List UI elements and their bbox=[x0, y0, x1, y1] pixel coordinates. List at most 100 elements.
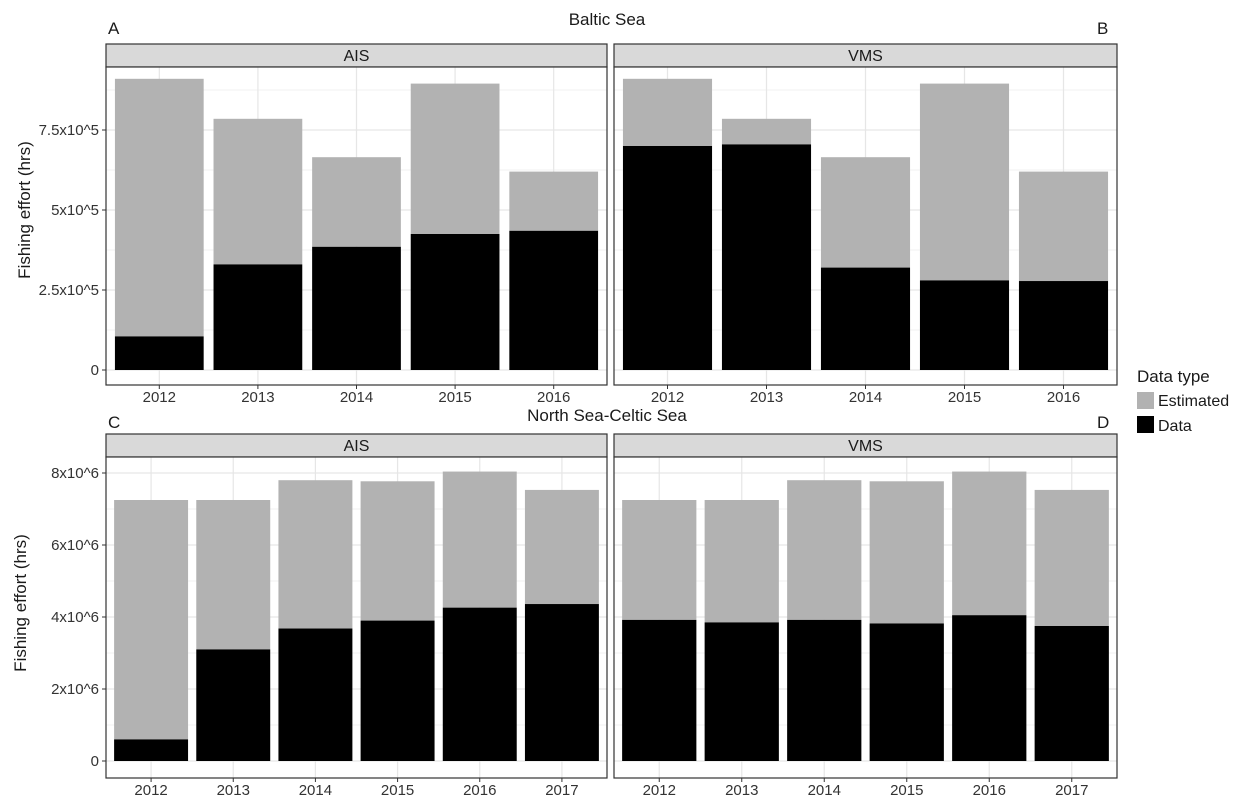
bar-data-2014 bbox=[820, 267, 911, 370]
x-tick-label-2016: 2016 bbox=[463, 782, 496, 799]
bar-estimated-2013 bbox=[721, 118, 812, 145]
bar-estimated-2016 bbox=[509, 171, 599, 231]
strip-label-ais-north-sea-celtic-sea: AIS bbox=[344, 438, 370, 455]
y-tick-label: 7.5x10^5 bbox=[39, 122, 99, 139]
bar-data-2013 bbox=[721, 144, 812, 370]
bar-estimated-2016 bbox=[442, 471, 517, 608]
x-tick-label-2017: 2017 bbox=[1055, 782, 1088, 799]
y-tick-label: 8x10^6 bbox=[51, 465, 99, 482]
baltic-sea-title: Baltic Sea bbox=[569, 10, 646, 29]
x-tick-label-2012: 2012 bbox=[651, 389, 684, 406]
panel-letter-b: B bbox=[1097, 19, 1108, 38]
bar-estimated-2012 bbox=[114, 78, 204, 337]
y-tick-label: 0 bbox=[91, 753, 99, 770]
x-tick-label-2014: 2014 bbox=[849, 389, 882, 406]
x-tick-label-2015: 2015 bbox=[381, 782, 414, 799]
x-tick-label-2015: 2015 bbox=[438, 389, 471, 406]
strip-label-ais-baltic-sea: AIS bbox=[344, 48, 370, 65]
bar-estimated-2012 bbox=[622, 500, 697, 620]
bar-estimated-2014 bbox=[278, 480, 353, 629]
bar-data-2012 bbox=[622, 146, 713, 370]
bar-estimated-2016 bbox=[1018, 171, 1109, 282]
bar-estimated-2014 bbox=[787, 480, 862, 620]
y-tick-label: 6x10^6 bbox=[51, 537, 99, 554]
bar-estimated-2012 bbox=[114, 500, 189, 740]
bar-data-2014 bbox=[312, 246, 401, 370]
x-tick-label-2013: 2013 bbox=[217, 782, 250, 799]
x-tick-label-2013: 2013 bbox=[241, 389, 274, 406]
legend: Data type Estimated Data bbox=[1137, 367, 1229, 435]
bar-data-2016 bbox=[952, 615, 1027, 761]
legend-label-estimated: Estimated bbox=[1158, 393, 1229, 410]
legend-label-data: Data bbox=[1158, 418, 1192, 435]
bar-data-2016 bbox=[509, 230, 599, 370]
bar-estimated-2014 bbox=[820, 157, 911, 268]
bar-estimated-2015 bbox=[410, 83, 500, 234]
legend-swatch-data bbox=[1137, 416, 1154, 433]
bar-estimated-2013 bbox=[213, 118, 303, 265]
panel-border-vms-north-sea-celtic-sea bbox=[613, 456, 1118, 779]
y-tick-label: 2.5x10^5 bbox=[39, 282, 99, 299]
bar-estimated-2014 bbox=[312, 157, 401, 247]
panel-d-northsea-vms: VMS 2012 2013 2014 2015 2016 2017 bbox=[613, 433, 1118, 799]
strip-label-vms-north-sea-celtic-sea: VMS bbox=[848, 438, 883, 455]
strip-label-vms-baltic-sea: VMS bbox=[848, 48, 883, 65]
legend-title: Data type bbox=[1137, 367, 1210, 386]
y-axis-title-top: Fishing effort (hrs) bbox=[15, 141, 34, 279]
x-tick-label-2012: 2012 bbox=[134, 782, 167, 799]
bar-data-2012 bbox=[114, 739, 189, 761]
bar-data-2015 bbox=[869, 623, 944, 761]
panel-border-ais-baltic-sea bbox=[105, 66, 608, 386]
bar-estimated-2016 bbox=[952, 471, 1027, 616]
bar-data-2014 bbox=[278, 628, 353, 761]
x-tick-label-2016: 2016 bbox=[973, 782, 1006, 799]
y-axis-title-bottom: Fishing effort (hrs) bbox=[11, 534, 30, 672]
bar-data-2013 bbox=[196, 649, 271, 761]
x-tick-label-2013: 2013 bbox=[750, 389, 783, 406]
bar-data-2012 bbox=[622, 619, 697, 761]
x-tick-label-2012: 2012 bbox=[643, 782, 676, 799]
bar-estimated-2012 bbox=[622, 78, 713, 146]
bar-data-2016 bbox=[442, 607, 517, 761]
north-sea-title: North Sea-Celtic Sea bbox=[527, 406, 687, 425]
x-tick-label-2013: 2013 bbox=[725, 782, 758, 799]
bar-estimated-2013 bbox=[704, 500, 779, 623]
bar-data-2014 bbox=[787, 619, 862, 761]
x-tick-label-2012: 2012 bbox=[143, 389, 176, 406]
x-tick-label-2016: 2016 bbox=[1047, 389, 1080, 406]
bar-data-2015 bbox=[410, 234, 500, 370]
x-tick-label-2017: 2017 bbox=[545, 782, 578, 799]
bar-estimated-2015 bbox=[869, 481, 944, 624]
y-tick-label: 0 bbox=[91, 362, 99, 379]
x-tick-label-2014: 2014 bbox=[299, 782, 332, 799]
bar-data-2015 bbox=[360, 620, 435, 761]
y-tick-label: 2x10^6 bbox=[51, 681, 99, 698]
panel-border-vms-baltic-sea bbox=[613, 66, 1118, 386]
panel-a-baltic-ais: AIS 0 2.5x10^5 5x10^5 7.5x10^5 2012 2013 2014 20… bbox=[39, 43, 608, 406]
bar-estimated-2013 bbox=[196, 500, 271, 650]
bar-data-2015 bbox=[919, 280, 1010, 370]
x-tick-label-2014: 2014 bbox=[340, 389, 373, 406]
bar-data-2017 bbox=[1034, 626, 1109, 761]
legend-swatch-estimated bbox=[1137, 392, 1154, 409]
panel-border-ais-north-sea-celtic-sea bbox=[105, 456, 608, 779]
bar-estimated-2017 bbox=[524, 489, 599, 605]
x-tick-label-2016: 2016 bbox=[537, 389, 570, 406]
bar-data-2012 bbox=[114, 336, 204, 370]
bar-data-2013 bbox=[213, 264, 303, 370]
panel-letter-d: D bbox=[1097, 413, 1109, 432]
bar-data-2017 bbox=[524, 604, 599, 761]
x-tick-label-2015: 2015 bbox=[890, 782, 923, 799]
bar-estimated-2015 bbox=[360, 481, 435, 621]
y-tick-label: 4x10^6 bbox=[51, 609, 99, 626]
bar-estimated-2015 bbox=[919, 83, 1010, 281]
bar-data-2016 bbox=[1018, 281, 1109, 370]
panel-letter-c: C bbox=[108, 413, 120, 432]
x-tick-label-2014: 2014 bbox=[808, 782, 841, 799]
panel-c-northsea-ais: AIS 0 2x10^6 4x10^6 6x10^6 8x10^6 2012 2013 2014… bbox=[51, 433, 608, 799]
bar-data-2013 bbox=[704, 622, 779, 761]
panel-b-baltic-vms: VMS 2012 2013 2014 2015 2016 bbox=[613, 43, 1118, 406]
y-tick-label: 5x10^5 bbox=[51, 202, 99, 219]
bar-estimated-2017 bbox=[1034, 489, 1109, 626]
